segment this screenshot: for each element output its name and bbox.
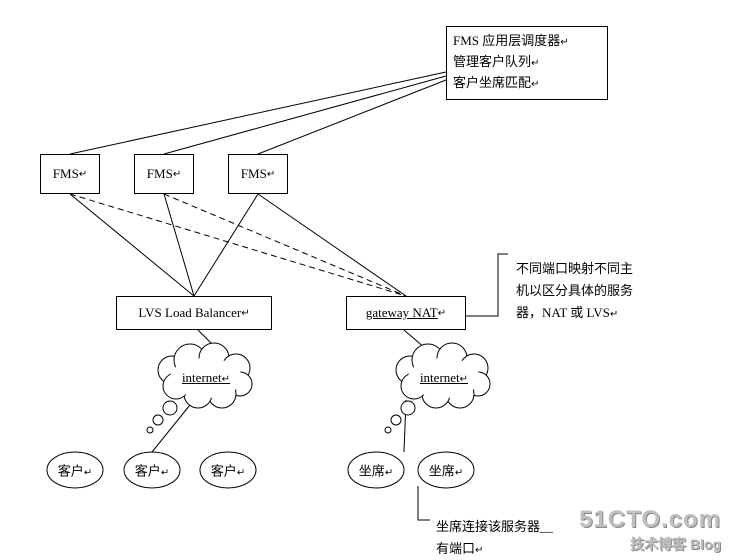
dispatcher-line2: 管理客户队列 bbox=[453, 54, 531, 69]
internet-cloud-2-label: internet↵ bbox=[420, 370, 468, 386]
nat-box: gateway NAT↵ bbox=[346, 296, 466, 330]
annotation-right: 不同端口映射不同主 机以区分具体的服务 器，NAT 或 LVS↵ bbox=[516, 258, 633, 324]
customer-2-label: 客户↵ bbox=[135, 461, 169, 480]
customer-3-label: 客户↵ bbox=[211, 461, 245, 480]
dispatcher-line3: 客户坐席匹配 bbox=[453, 75, 531, 90]
dispatcher-line1: FMS 应用层调度器 bbox=[453, 33, 560, 48]
seat-2-label: 坐席↵ bbox=[429, 461, 463, 480]
watermark: 51CTO.com 技术博客 Blog bbox=[579, 506, 721, 554]
annotation-bottom: 坐席连接该服务器__ 有端口↵ bbox=[436, 516, 553, 560]
lvs-box: LVS Load Balancer↵ bbox=[116, 296, 272, 330]
dispatcher-box: FMS 应用层调度器↵ 管理客户队列↵ 客户坐席匹配↵ bbox=[446, 26, 608, 100]
seat-1-label: 坐席↵ bbox=[359, 461, 393, 480]
fms-node-2: FMS↵ bbox=[134, 154, 194, 194]
fms-node-3: FMS↵ bbox=[228, 154, 288, 194]
fms-node-1: FMS↵ bbox=[40, 154, 100, 194]
customer-1-label: 客户↵ bbox=[58, 461, 92, 480]
internet-cloud-1-label: internet↵ bbox=[182, 370, 230, 386]
